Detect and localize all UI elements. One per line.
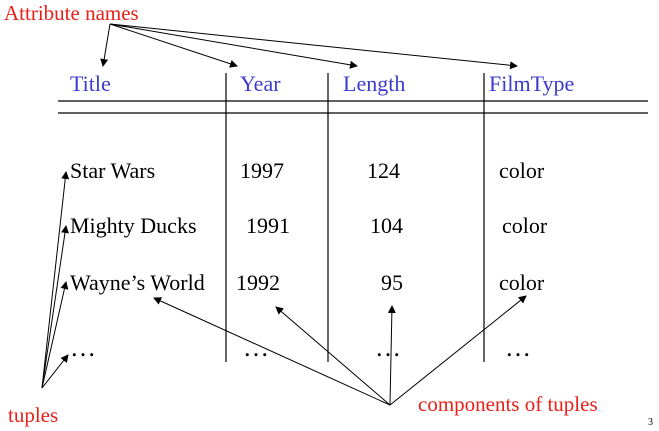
tuples-arrows [41, 171, 70, 389]
cell-title: Mighty Ducks [70, 213, 197, 238]
cell-length: … [375, 333, 401, 362]
header-length: Length [343, 71, 406, 96]
cell-year: 1992 [236, 270, 280, 295]
components-of-tuples-label: components of tuples [418, 392, 598, 416]
header-title: Title [70, 71, 111, 96]
cell-title: … [70, 333, 96, 362]
attribute-names-arrows [100, 23, 518, 70]
cell-filmtype: … [505, 333, 531, 362]
cell-filmtype: color [502, 213, 548, 238]
cell-filmtype: color [499, 158, 545, 183]
header-filmtype: FilmType [489, 71, 575, 96]
page-number: 3 [648, 417, 653, 428]
tuples-label: tuples [8, 403, 59, 427]
cell-title: Wayne’s World [70, 270, 205, 295]
cell-year: 1991 [246, 213, 290, 238]
cell-length: 95 [381, 270, 403, 295]
cell-length: 124 [367, 158, 400, 183]
header-year: Year [240, 71, 281, 96]
cell-year: 1997 [240, 158, 284, 183]
cell-year: … [243, 333, 269, 362]
cell-title: Star Wars [70, 158, 156, 183]
components-arrows [153, 295, 527, 406]
cell-length: 104 [370, 213, 403, 238]
cell-filmtype: color [499, 270, 545, 295]
attribute-names-label: Attribute names [4, 1, 139, 25]
